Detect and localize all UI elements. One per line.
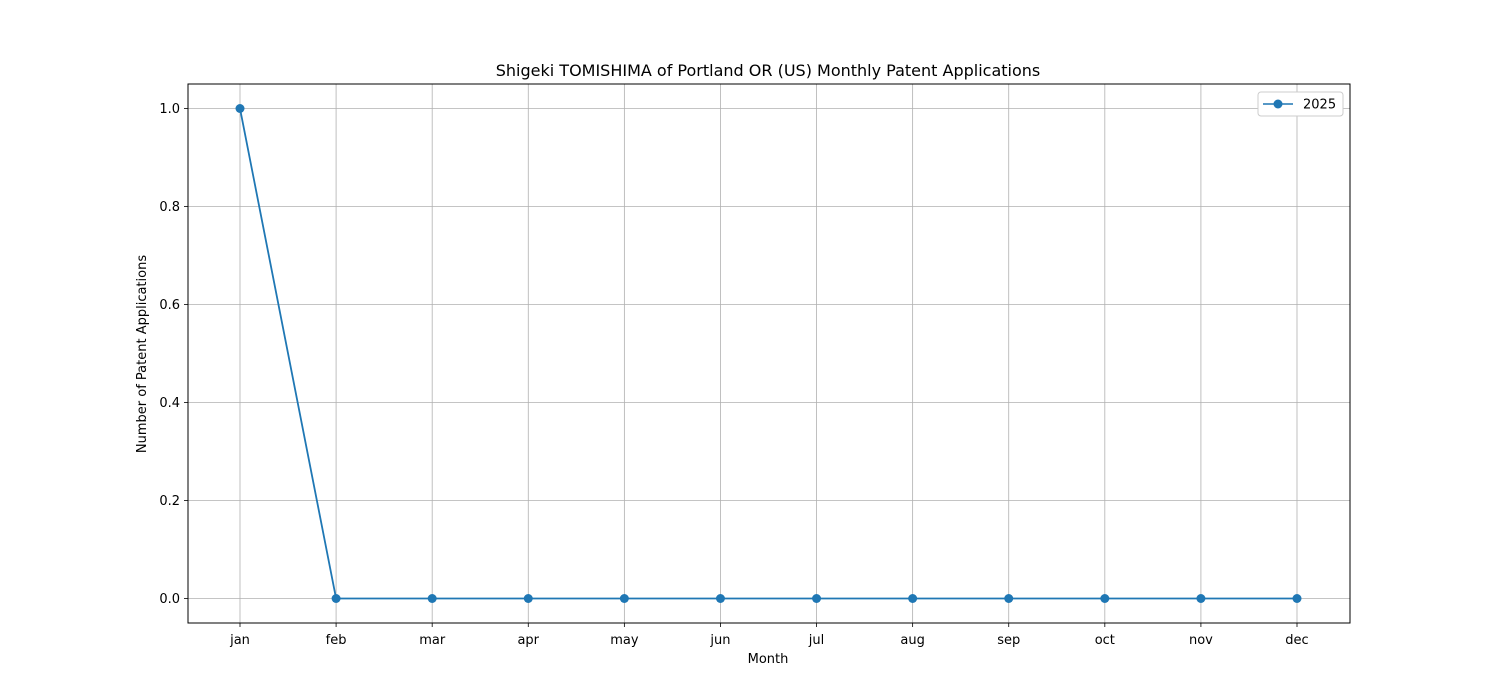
data-point-nov [1196,594,1205,603]
data-point-apr [524,594,533,603]
data-point-sep [1004,594,1013,603]
data-point-jan [236,104,245,113]
y-tick-label: 0.0 [159,592,180,607]
y-tick-label: 1.0 [159,102,180,117]
data-point-aug [908,594,917,603]
legend-label-2025: 2025 [1303,98,1336,113]
x-tick-label: mar [419,633,446,648]
x-axis-label: Month [748,652,789,667]
x-tick-label: apr [517,633,539,648]
data-point-oct [1100,594,1109,603]
y-tick-label: 0.4 [159,396,180,411]
legend-marker-2025 [1274,100,1283,109]
x-tick-label: jul [808,633,824,648]
data-point-jun [716,594,725,603]
y-tick-label: 0.2 [159,494,180,509]
y-axis-label: Number of Patent Applications [135,255,150,453]
x-tick-label: nov [1189,633,1213,648]
x-tick-label: jan [229,633,250,648]
x-tick-label: dec [1285,633,1308,648]
x-tick-label: may [610,633,639,648]
x-tick-label: oct [1095,633,1115,648]
x-tick-label: feb [326,633,347,648]
legend: 2025 [1258,92,1343,116]
data-point-feb [332,594,341,603]
y-tick-label: 0.8 [159,200,180,215]
data-point-jul [812,594,821,603]
y-tick-label: 0.6 [159,298,180,313]
x-tick-label: aug [900,633,924,648]
chart-title: Shigeki TOMISHIMA of Portland OR (US) Mo… [496,61,1041,80]
x-tick-label: sep [997,633,1020,648]
data-point-may [620,594,629,603]
data-point-mar [428,594,437,603]
data-point-dec [1293,594,1302,603]
x-tick-label: jun [709,633,730,648]
